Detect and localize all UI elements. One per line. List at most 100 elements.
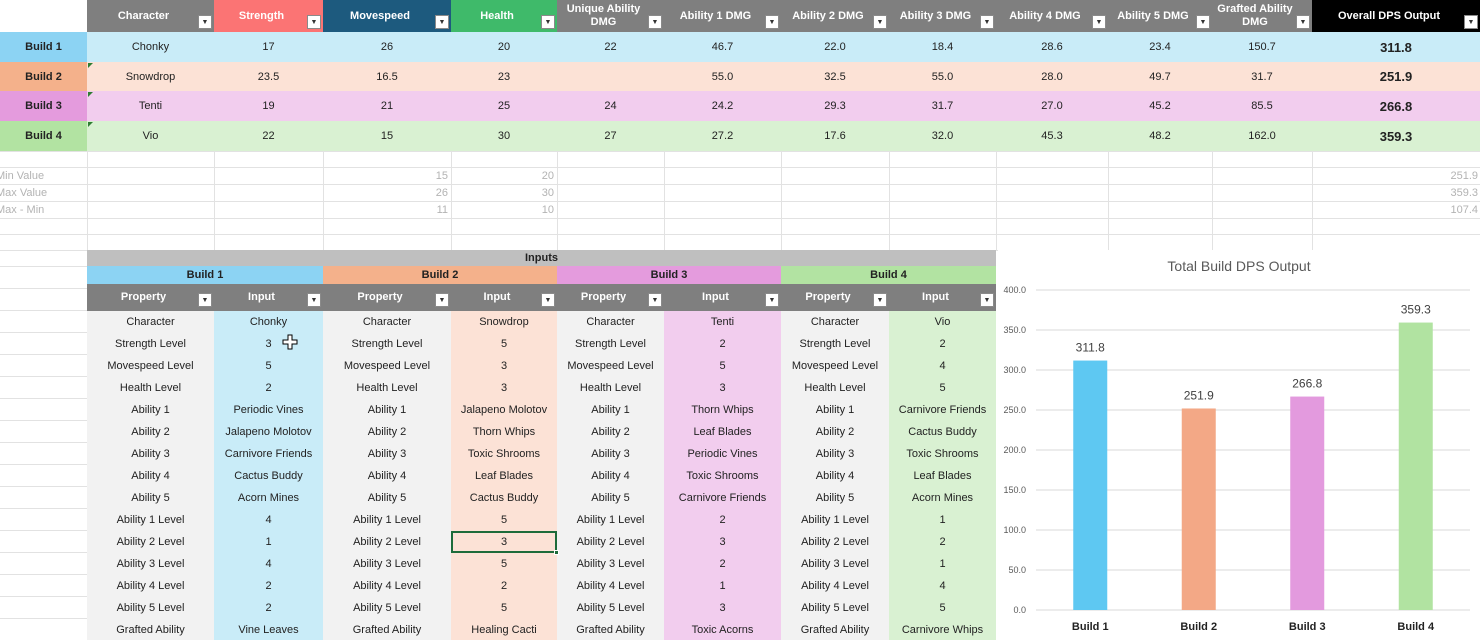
input-value[interactable]: 2	[265, 602, 272, 614]
input-value[interactable]: 5	[500, 338, 508, 350]
table-cell[interactable]: 28.0	[996, 62, 1108, 91]
filter-dropdown-icon[interactable]: ▼	[307, 293, 321, 307]
table-cell[interactable]: 24.2	[664, 91, 781, 121]
filter-dropdown-icon[interactable]: ▼	[765, 293, 779, 307]
input-value[interactable]: 3	[265, 338, 272, 350]
build-row-label[interactable]: Build 3	[0, 91, 87, 121]
input-value[interactable]: Toxic Shrooms	[467, 448, 541, 460]
table-cell[interactable]: 27	[557, 121, 664, 151]
input-header[interactable]: Input	[664, 284, 781, 311]
table-cell[interactable]: 22	[214, 121, 323, 151]
input-value[interactable]: 3	[500, 360, 508, 372]
input-value[interactable]: Leaf Blades	[913, 470, 972, 482]
input-value[interactable]: Thorn Whips	[691, 404, 754, 416]
input-value[interactable]: Carnivore Friends	[898, 404, 987, 416]
column-header[interactable]: Unique Ability DMG	[557, 0, 664, 32]
input-value[interactable]: 2	[939, 338, 946, 350]
input-value[interactable]: Chonky	[249, 316, 288, 328]
input-value[interactable]: Vine Leaves	[238, 624, 299, 636]
property-header[interactable]: Property	[87, 284, 214, 311]
input-value[interactable]: 2	[939, 536, 946, 548]
table-cell[interactable]: 30	[451, 121, 557, 151]
input-header[interactable]: Input	[451, 284, 557, 311]
input-value[interactable]: Healing Cacti	[471, 624, 537, 636]
column-header[interactable]: Health	[451, 0, 557, 32]
table-cell[interactable]: Chonky	[87, 32, 214, 62]
input-value[interactable]: 2	[719, 558, 726, 570]
filter-dropdown-icon[interactable]: ▼	[1196, 15, 1210, 29]
overall-dps-cell[interactable]: 311.8	[1312, 32, 1480, 62]
filter-dropdown-icon[interactable]: ▼	[541, 15, 555, 29]
input-value[interactable]: 5	[265, 360, 272, 372]
filter-dropdown-icon[interactable]: ▼	[648, 15, 662, 29]
table-cell[interactable]: 22.0	[781, 32, 889, 62]
input-value[interactable]: Toxic Shrooms	[906, 448, 979, 460]
table-cell[interactable]: 45.2	[1108, 91, 1212, 121]
table-cell[interactable]: 23.4	[1108, 32, 1212, 62]
overall-dps-cell[interactable]: 359.3	[1312, 121, 1480, 151]
table-cell[interactable]: 20	[451, 32, 557, 62]
input-value[interactable]: Cactus Buddy	[469, 492, 539, 504]
table-cell[interactable]: Snowdrop	[87, 62, 214, 91]
table-cell[interactable]: 28.6	[996, 32, 1108, 62]
filter-dropdown-icon[interactable]: ▼	[873, 293, 887, 307]
table-cell[interactable]: 27.0	[996, 91, 1108, 121]
table-cell[interactable]: 17.6	[781, 121, 889, 151]
input-value[interactable]: Vio	[934, 316, 951, 328]
input-value[interactable]: Carnivore Friends	[224, 448, 313, 460]
filter-dropdown-icon[interactable]: ▼	[1464, 15, 1478, 29]
dps-chart[interactable]: Total Build DPS Output 0.0 50.0 100.0 150.0…	[998, 250, 1480, 640]
table-cell[interactable]	[557, 62, 664, 91]
column-header[interactable]: Ability 3 DMG	[889, 0, 996, 32]
filter-dropdown-icon[interactable]: ▼	[1296, 15, 1310, 29]
input-value[interactable]: 5	[939, 382, 946, 394]
column-header[interactable]: Strength	[214, 0, 323, 32]
table-cell[interactable]: 26	[323, 32, 451, 62]
input-value[interactable]: 1	[265, 536, 272, 548]
input-value[interactable]: Periodic Vines	[687, 448, 758, 460]
fill-handle[interactable]	[554, 550, 559, 555]
input-value[interactable]: 4	[265, 514, 272, 526]
property-header[interactable]: Property	[781, 284, 889, 311]
table-cell[interactable]: 150.7	[1212, 32, 1312, 62]
input-value[interactable]: 4	[265, 558, 272, 570]
overall-dps-cell[interactable]: 266.8	[1312, 91, 1480, 121]
filter-dropdown-icon[interactable]: ▼	[541, 293, 555, 307]
input-value[interactable]: Cactus Buddy	[908, 426, 977, 438]
build-row-label[interactable]: Build 1	[0, 32, 87, 62]
table-cell[interactable]: 48.2	[1108, 121, 1212, 151]
table-cell[interactable]: 45.3	[996, 121, 1108, 151]
input-header[interactable]: Input	[214, 284, 323, 311]
table-cell[interactable]: 21	[323, 91, 451, 121]
input-value[interactable]: Carnivore Friends	[678, 492, 767, 504]
property-header[interactable]: Property	[323, 284, 451, 311]
column-header[interactable]: Overall DPS Output	[1312, 0, 1480, 32]
input-value[interactable]: 5	[500, 602, 508, 614]
filter-dropdown-icon[interactable]: ▼	[980, 293, 994, 307]
input-value[interactable]: 5	[939, 602, 946, 614]
selected-cell[interactable]: 3	[451, 531, 557, 553]
input-value[interactable]: Tenti	[710, 316, 735, 328]
table-cell[interactable]: 32.5	[781, 62, 889, 91]
table-cell[interactable]: Vio	[87, 121, 214, 151]
input-value[interactable]: Thorn Whips	[472, 426, 536, 438]
input-value[interactable]: Carnivore Whips	[901, 624, 984, 636]
input-value[interactable]: Jalapeno Molotov	[460, 404, 548, 416]
input-value[interactable]: 3	[719, 536, 726, 548]
property-header[interactable]: Property	[557, 284, 664, 311]
input-value[interactable]: Leaf Blades	[693, 426, 752, 438]
table-cell[interactable]: 19	[214, 91, 323, 121]
input-value[interactable]: 3	[719, 602, 726, 614]
table-cell[interactable]: 24	[557, 91, 664, 121]
filter-dropdown-icon[interactable]: ▼	[648, 293, 662, 307]
column-header[interactable]: Ability 1 DMG	[664, 0, 781, 32]
table-cell[interactable]: 18.4	[889, 32, 996, 62]
filter-dropdown-icon[interactable]: ▼	[1092, 15, 1106, 29]
input-value[interactable]: 1	[939, 514, 946, 526]
build-row-label[interactable]: Build 4	[0, 121, 87, 151]
build-row-label[interactable]: Build 2	[0, 62, 87, 91]
table-cell[interactable]: 31.7	[1212, 62, 1312, 91]
table-cell[interactable]: 49.7	[1108, 62, 1212, 91]
input-header[interactable]: Input	[889, 284, 996, 311]
input-value[interactable]: 2	[500, 580, 508, 592]
